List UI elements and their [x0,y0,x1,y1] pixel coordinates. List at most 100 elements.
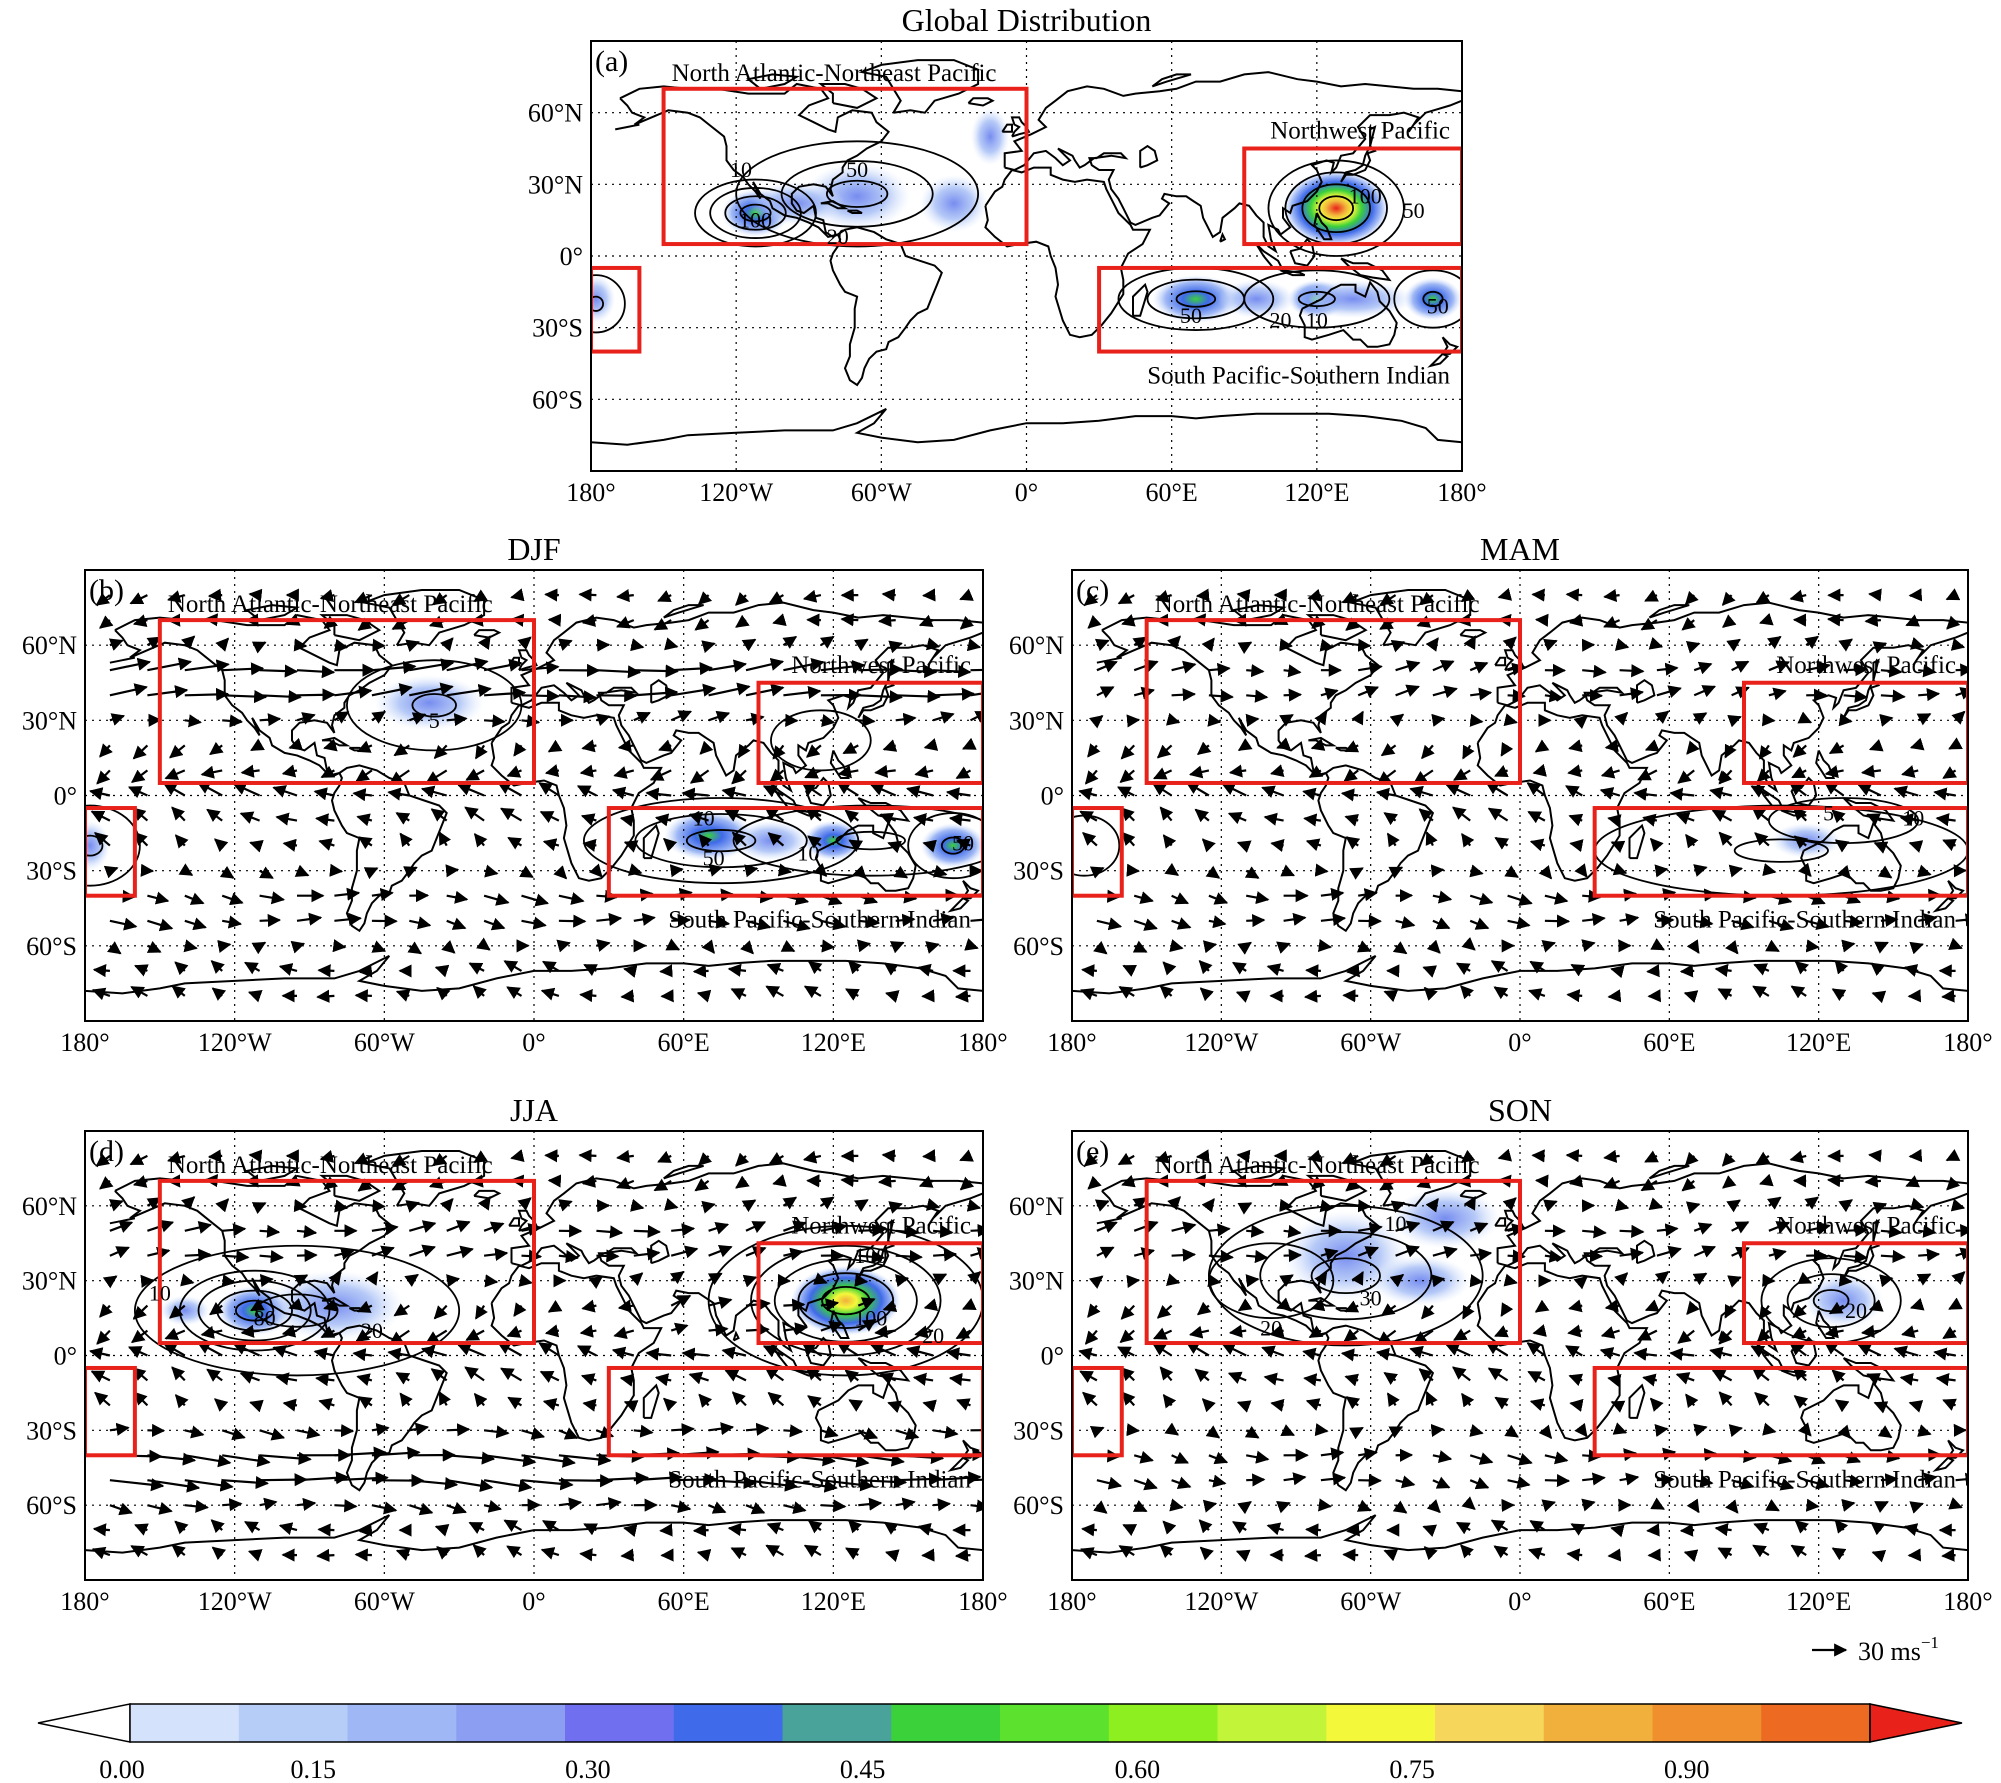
wind-vector [583,1523,598,1536]
wind-vector [807,1520,823,1534]
wind-vector [1460,985,1474,1000]
wind-vector [579,988,597,1003]
wind-vector [1463,635,1477,650]
wind-vector [90,810,111,823]
wind-vector [1656,685,1682,698]
wind-vector [721,1346,747,1360]
coastline-d-20 [663,1164,704,1180]
wind-vector [217,939,232,953]
wind-vector [1461,833,1475,848]
wind-vector [654,813,672,827]
wind-vector [820,1298,840,1312]
coastline-a-18 [1001,123,1013,133]
wind-vector [1504,1424,1519,1438]
wind-vector [409,1477,459,1491]
lat-tick-label: 30°S [26,857,77,886]
wind-vector [1244,1425,1260,1439]
wind-vector [657,590,672,603]
wind-vector [874,764,896,778]
region-box-nanep [1144,618,1522,785]
wind-vector [1903,964,1919,977]
wind-vector [1871,990,1887,1004]
wind-vector [1430,864,1445,878]
wind-vector [232,1342,261,1357]
wind-vector [801,782,822,797]
wind-vector [521,1477,574,1491]
wind-vector [1582,1225,1607,1239]
coastline-a-15 [1440,336,1460,355]
wind-vector [1379,1153,1397,1167]
wind-vector [1870,1521,1885,1536]
wind-vector [129,592,148,605]
wind-vector [1841,1498,1856,1512]
wind-vector [670,1322,689,1336]
wind-vector [211,987,227,1001]
wind-vector [293,1198,308,1213]
wind-vector [89,787,111,801]
wind-vector [1453,1328,1471,1341]
wind-vector [558,1452,612,1466]
wind-vector [184,687,230,702]
wind-vector [1768,918,1795,932]
wind-vector [877,613,896,628]
wind-vector [1426,939,1441,954]
wind-vector [1534,1174,1549,1188]
lat-tick-label: 30°N [1009,706,1064,735]
wind-vector [708,1245,733,1258]
wind-vector [962,1298,977,1310]
wind-vector [887,840,902,854]
wind-vector [596,1497,622,1511]
wind-vector [96,1329,111,1345]
coastline-d-21 [85,1514,983,1554]
wind-vector [109,1220,134,1233]
wind-vector [355,768,373,783]
wind-vector [1133,918,1158,931]
wind-vector [239,1371,260,1384]
coastline-e-15 [1946,1439,1965,1459]
wind-vector [468,962,485,975]
wind-vector [323,1298,338,1312]
wind-vector [708,682,751,697]
wind-vector [1946,1176,1961,1191]
wind-vector [1430,1423,1445,1438]
wind-vector [745,712,765,726]
wind-vector [1824,765,1844,779]
wind-vector [371,1222,399,1236]
wind-vector [1083,592,1099,606]
wind-vector [1600,1326,1620,1339]
wind-vector [1320,687,1339,701]
wind-vector [1386,1392,1400,1408]
wind-vector [473,589,488,603]
wind-vector [887,1400,902,1414]
wind-vector [1765,939,1780,953]
region-label-nwp: Northwest Pacific [791,1212,971,1239]
wind-vector [96,769,111,785]
wind-vector [1685,1393,1699,1409]
wind-vector [1425,1391,1438,1406]
wind-vector [1237,1202,1253,1215]
wind-vector [1503,1273,1518,1287]
wind-vector [506,1545,523,1559]
wind-vector [476,937,491,951]
wind-vector [1202,940,1218,954]
lon-tick-label: 180° [60,1587,109,1616]
wind-vector [259,1451,312,1465]
region-box-spw [85,806,137,898]
colorbar-tick-label: 0.45 [840,1755,886,1783]
wind-vector [334,1499,358,1513]
wind-vector [167,590,186,603]
wind-vector [275,1372,298,1386]
wind-vector [1792,1304,1807,1318]
wind-vector [333,711,350,724]
wind-vector [1838,713,1853,727]
wind-vector [1246,689,1269,703]
colorbar-segment [565,1704,675,1742]
wind-vector [813,862,828,877]
wind-vector [1607,989,1622,1003]
wind-vector [623,964,638,978]
wind-vector [146,940,162,953]
wind-vector [954,1548,971,1562]
wind-vector [1843,915,1864,929]
wind-vector [1343,768,1359,782]
wind-vector [259,1224,281,1238]
